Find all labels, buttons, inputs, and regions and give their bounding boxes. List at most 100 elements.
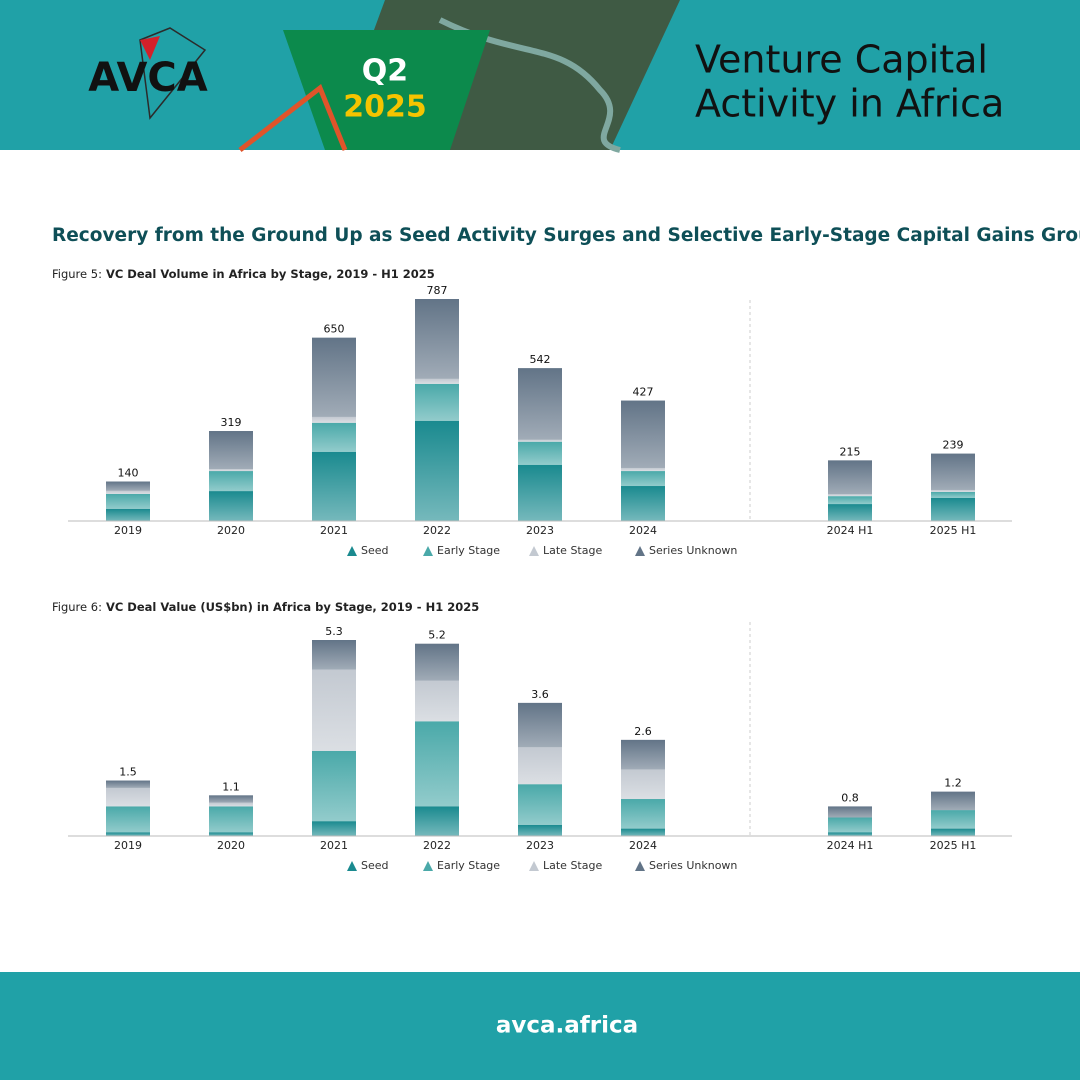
bar-segment (209, 471, 253, 492)
legend-label: Series Unknown (649, 544, 737, 557)
total-label: 650 (324, 323, 345, 336)
total-label: 239 (943, 439, 964, 452)
bar-segment (312, 422, 356, 452)
bar-segment (621, 769, 665, 800)
x-tick-label: 2022 (423, 839, 451, 852)
total-label: 542 (530, 353, 551, 366)
bar-segment (415, 383, 459, 421)
bar-segment (209, 802, 253, 807)
quarter: Q2 (362, 54, 408, 89)
bar-segment (518, 824, 562, 836)
x-tick-label: 2023 (526, 524, 554, 537)
headline: Recovery from the Ground Up as Seed Acti… (52, 225, 1080, 246)
legend-label: Late Stage (543, 544, 602, 557)
x-tick-label: 2024 H1 (827, 524, 874, 537)
total-label: 0.8 (841, 791, 859, 804)
x-tick-label: 2024 (629, 839, 657, 852)
bar-segment (415, 299, 459, 379)
figure-caption: Figure 5: VC Deal Volume in Africa by Sta… (52, 267, 435, 281)
bar-segment (106, 493, 150, 509)
bar-segment (106, 806, 150, 833)
total-label: 140 (118, 467, 139, 480)
river (438, 17, 621, 153)
legend-marker (635, 546, 645, 556)
bar-segment (312, 451, 356, 521)
bar-segment (931, 791, 975, 811)
bar-segment (828, 460, 872, 495)
legend-marker (347, 546, 357, 556)
caption-title: VC Deal Value (US$bn) in Africa by Stage… (106, 600, 479, 614)
legend-label: Series Unknown (649, 859, 737, 872)
bar-segment (931, 497, 975, 521)
bar-segment (209, 491, 253, 521)
bar-segment (931, 453, 975, 490)
total-label: 3.6 (531, 688, 549, 701)
legend-label: Early Stage (437, 859, 500, 872)
bar-segment (415, 806, 459, 836)
legend-label: Early Stage (437, 544, 500, 557)
bar-segment (106, 481, 150, 491)
bar-segment (931, 491, 975, 498)
x-tick-label: 2020 (217, 524, 245, 537)
x-tick-label: 2021 (320, 524, 348, 537)
bar-segment (621, 471, 665, 487)
bar-segment (828, 832, 872, 836)
total-label: 1.2 (944, 777, 962, 790)
figure-caption: Figure 6: VC Deal Value (US$bn) in Africa… (52, 600, 479, 614)
bar-segment (931, 489, 975, 492)
bar-segment (518, 464, 562, 521)
legend-marker (529, 861, 539, 871)
logo-shape (139, 27, 207, 120)
bar-segment (209, 795, 253, 803)
x-tick-label: 2022 (423, 524, 451, 537)
legend-marker (635, 861, 645, 871)
bar-segment (312, 669, 356, 751)
bar-segment (209, 806, 253, 833)
bar-segment (209, 469, 253, 472)
total-label: 787 (427, 284, 448, 297)
total-label: 2.6 (634, 725, 652, 738)
bar-segment (828, 496, 872, 505)
x-tick-label: 2020 (217, 839, 245, 852)
bar-segment (828, 806, 872, 818)
bar-segment (621, 467, 665, 472)
legend-marker (529, 546, 539, 556)
total-label: 5.2 (428, 629, 446, 642)
bar-segment (415, 721, 459, 807)
bar-segment (312, 821, 356, 836)
bar-segment (312, 416, 356, 423)
bar-segment (518, 747, 562, 785)
bar-segment (415, 680, 459, 722)
bar-segment (106, 490, 150, 494)
bar-segment (312, 750, 356, 822)
logo: AVCA (88, 55, 208, 101)
bar-segment (106, 832, 150, 836)
bar-segment (518, 439, 562, 442)
x-tick-label: 2021 (320, 839, 348, 852)
footer-band (0, 972, 1080, 1080)
x-tick-label: 2024 (629, 524, 657, 537)
x-tick-label: 2024 H1 (827, 839, 874, 852)
bar-segment (621, 400, 665, 468)
legend-label: Seed (361, 544, 389, 557)
header-title: Activity in Africa (695, 82, 1004, 126)
legend-marker (423, 861, 433, 871)
total-label: 1.5 (119, 766, 137, 779)
bar-segment (828, 494, 872, 497)
bar-segment (518, 441, 562, 465)
total-label: 1.1 (222, 780, 240, 793)
bar-segment (209, 431, 253, 470)
total-label: 427 (633, 386, 654, 399)
bar-segment (518, 784, 562, 825)
legend-marker (423, 546, 433, 556)
legend-label: Seed (361, 859, 389, 872)
bar-segment (931, 828, 975, 836)
caption-label: Figure 5: (52, 267, 102, 281)
footer-url: avca.africa (496, 1013, 638, 1039)
bar-segment (621, 799, 665, 829)
bar-segment (415, 420, 459, 521)
bar-segment (106, 787, 150, 807)
bar-segment (312, 337, 356, 417)
bar-segment (312, 640, 356, 670)
x-tick-label: 2019 (114, 524, 142, 537)
